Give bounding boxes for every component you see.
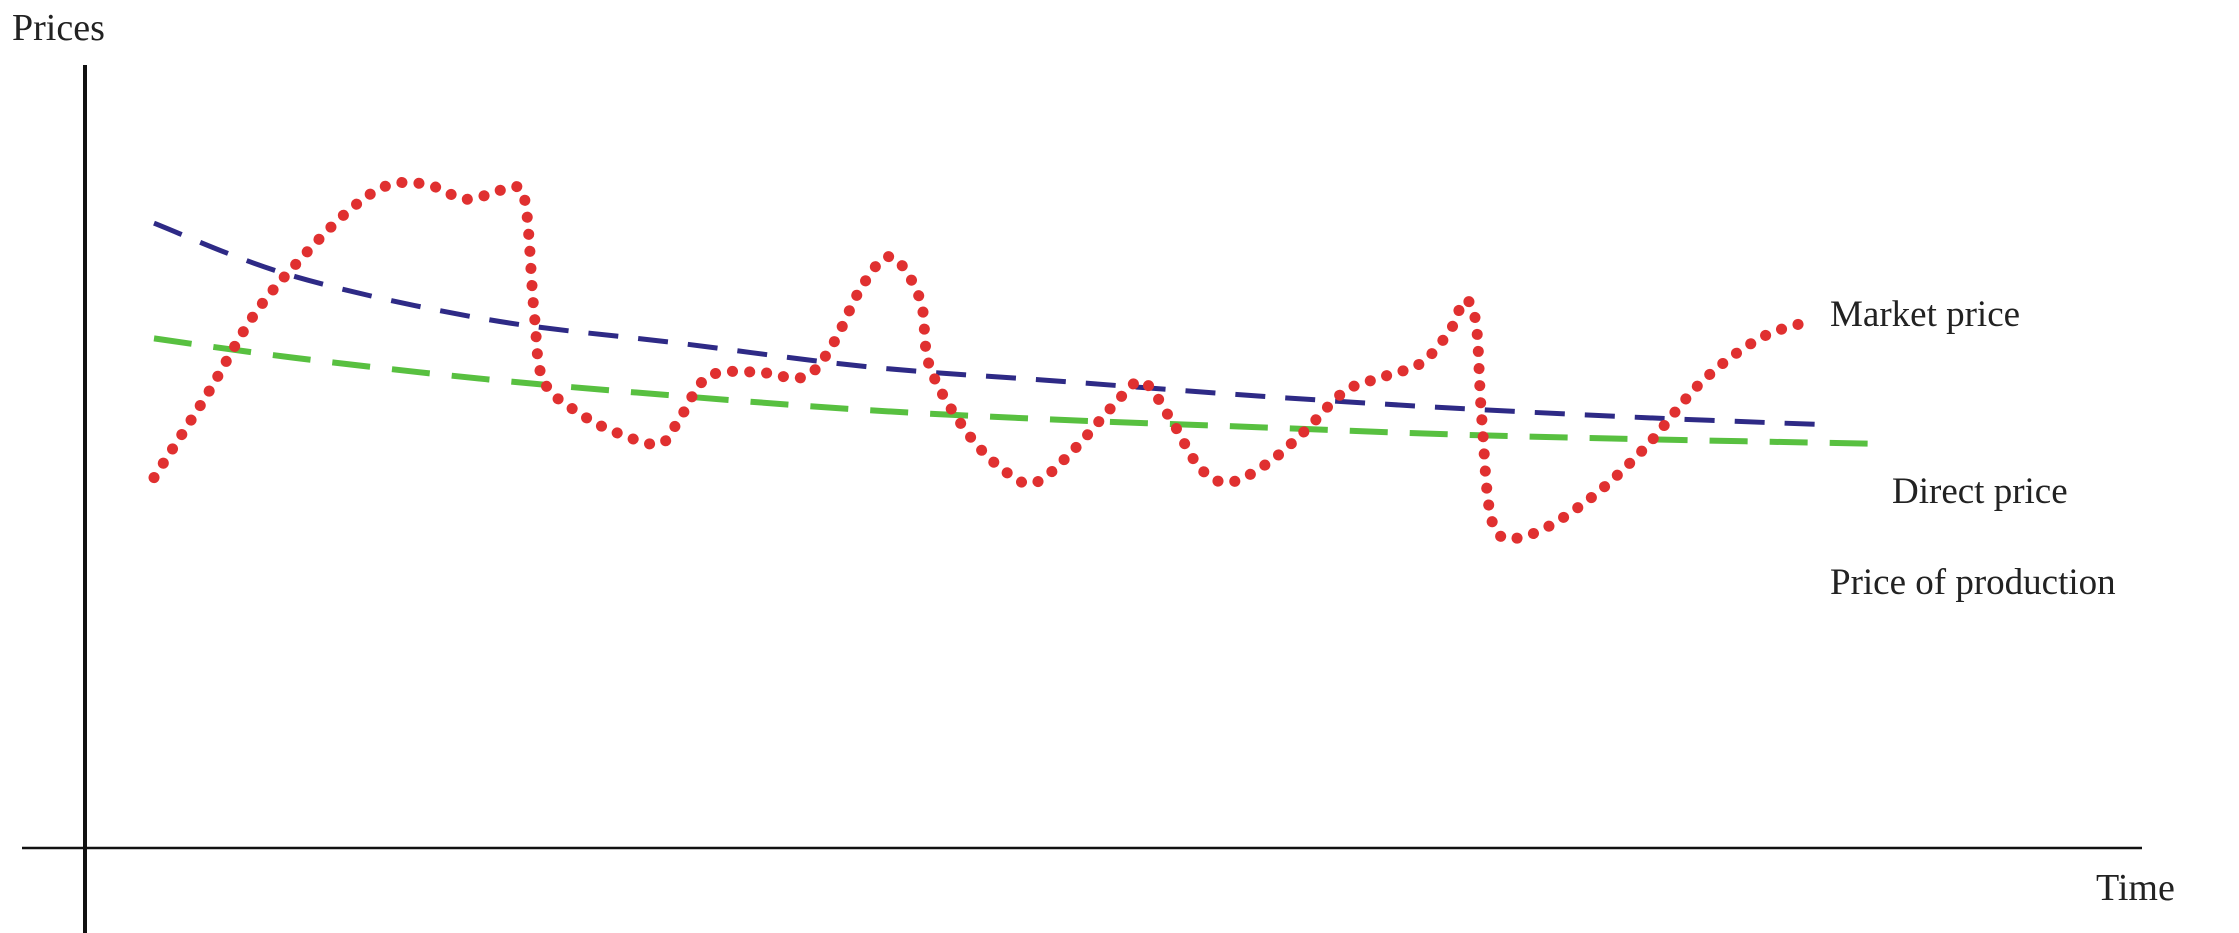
legend-label-market-price: Market price <box>1830 294 2020 335</box>
legend: Market price Direct price Price of produ… <box>1830 294 2116 603</box>
series-layer <box>148 176 1886 545</box>
legend-label-price-of-production: Price of production <box>1830 562 2116 603</box>
series-line-market-price <box>148 176 1814 545</box>
legend-label-direct-price: Direct price <box>1892 471 2068 512</box>
x-axis-title: Time <box>2096 867 2175 909</box>
series-line-direct-price <box>153 220 1828 428</box>
y-axis-title: Prices <box>12 7 105 49</box>
axes <box>22 65 2142 933</box>
series-line-price-of-production <box>153 335 1886 447</box>
